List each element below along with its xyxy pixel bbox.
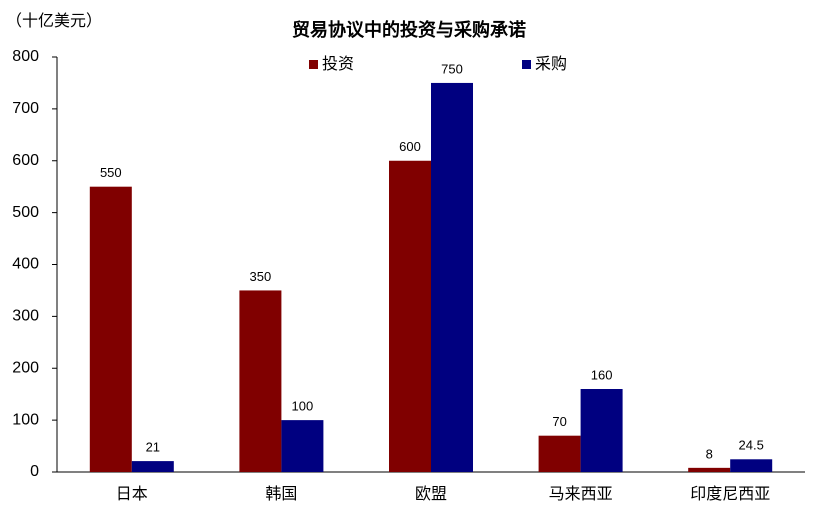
y-tick-label: 600 <box>12 152 39 169</box>
bar <box>730 459 773 472</box>
data-label: 550 <box>100 165 122 180</box>
bar <box>89 186 132 472</box>
x-tick-label: 马来西亚 <box>549 485 613 503</box>
data-label: 160 <box>591 367 613 382</box>
legend-label: 投资 <box>322 55 354 73</box>
y-tick-label: 200 <box>12 359 39 376</box>
x-tick-label: 日本 <box>116 485 148 503</box>
data-label: 24.5 <box>739 438 764 453</box>
bar <box>580 389 623 472</box>
bar <box>538 435 581 472</box>
y-tick-label: 100 <box>12 411 39 428</box>
data-label: 600 <box>399 139 421 154</box>
data-label: 750 <box>441 61 463 76</box>
chart-title: 贸易协议中的投资与采购承诺 <box>292 19 526 40</box>
data-label: 21 <box>146 440 160 455</box>
data-label: 8 <box>706 446 713 461</box>
legend-swatch <box>309 60 318 69</box>
bar <box>239 290 282 472</box>
y-tick-label: 400 <box>12 256 39 273</box>
bar <box>688 467 731 472</box>
y-tick-label: 800 <box>12 48 39 65</box>
bar <box>131 461 174 472</box>
y-tick-label: 700 <box>12 100 39 117</box>
x-tick-label: 欧盟 <box>415 485 447 503</box>
y-tick-label: 0 <box>30 463 39 480</box>
y-tick-label: 500 <box>12 204 39 221</box>
x-tick-label: 印度尼西亚 <box>690 485 770 503</box>
legend-swatch <box>522 60 531 69</box>
x-tick-label: 韩国 <box>265 485 297 503</box>
bar <box>389 160 431 472</box>
y-tick-label: 300 <box>12 308 39 325</box>
y-axis-label: （十亿美元） <box>6 12 102 30</box>
bar <box>281 420 324 472</box>
data-label: 100 <box>292 399 314 414</box>
data-label: 70 <box>552 414 566 429</box>
bar <box>431 82 473 472</box>
data-label: 350 <box>250 269 272 284</box>
legend-label: 采购 <box>535 55 567 73</box>
